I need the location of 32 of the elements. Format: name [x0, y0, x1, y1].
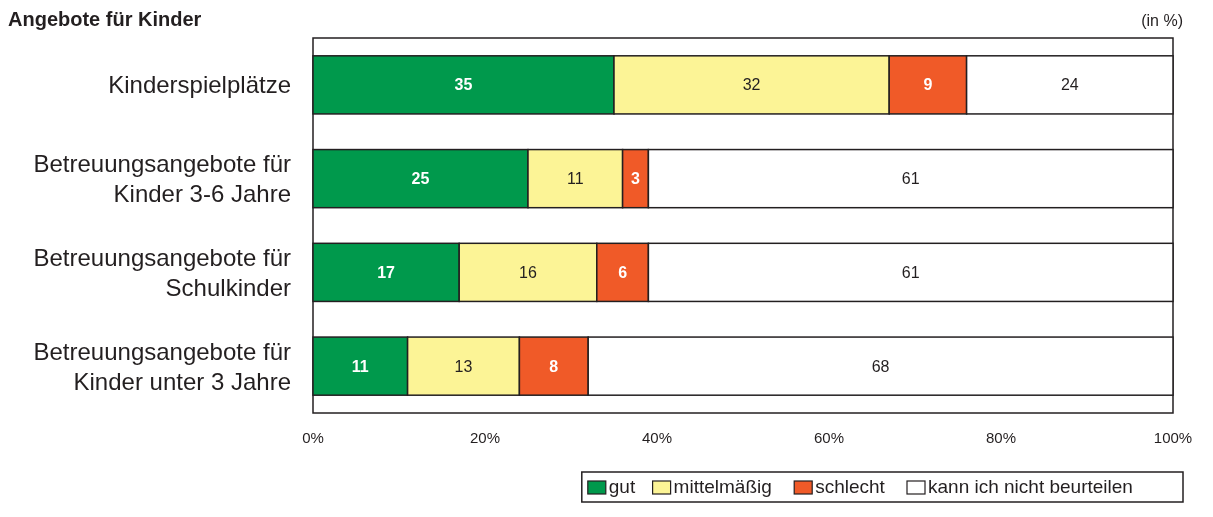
- data-label: 11: [567, 170, 584, 188]
- x-tick-label: 60%: [813, 429, 845, 446]
- data-label: 17: [377, 263, 396, 281]
- data-label: 61: [901, 263, 920, 281]
- text: Angebote für Kinder: [8, 8, 202, 30]
- legend-label: mittelmäßig: [673, 476, 772, 497]
- y-tick-label: Betreuungsangebote für Schulkinder: [33, 243, 292, 301]
- data-label: 68: [871, 357, 890, 375]
- data-label: 16: [519, 263, 537, 281]
- x-tick-label: 100%: [1153, 429, 1193, 446]
- chart-subtitle: (in %): [1141, 12, 1183, 29]
- data-label: 8: [549, 357, 559, 375]
- y-tick-label: Kinderspielplätze: [108, 71, 291, 99]
- legend-label: kann ich nicht beurteilen: [928, 476, 1133, 497]
- x-tick-label: 0%: [302, 429, 324, 446]
- data-label: 25: [411, 170, 430, 188]
- data-label: 61: [901, 170, 920, 188]
- data-label: 24: [1060, 76, 1079, 94]
- x-tick-label: 40%: [641, 429, 673, 446]
- x-tick-label: 20%: [469, 429, 501, 446]
- y-tick-label: Betreuungsangebote für Kinder unter 3 Jahre: [33, 337, 292, 395]
- data-label: 11: [351, 357, 369, 375]
- data-label: 35: [454, 76, 473, 94]
- data-label: 32: [742, 76, 761, 94]
- x-tick-label: 80%: [985, 429, 1017, 446]
- data-label: 13: [454, 357, 473, 375]
- legend-label: schlecht: [815, 476, 886, 497]
- data-label: 6: [618, 263, 628, 281]
- data-label: 3: [631, 170, 641, 188]
- data-label: 9: [923, 76, 933, 94]
- y-tick-label: Betreuungsangebote für Kinder 3-6 Jahre: [33, 150, 292, 208]
- legend-label: gut: [608, 476, 636, 497]
